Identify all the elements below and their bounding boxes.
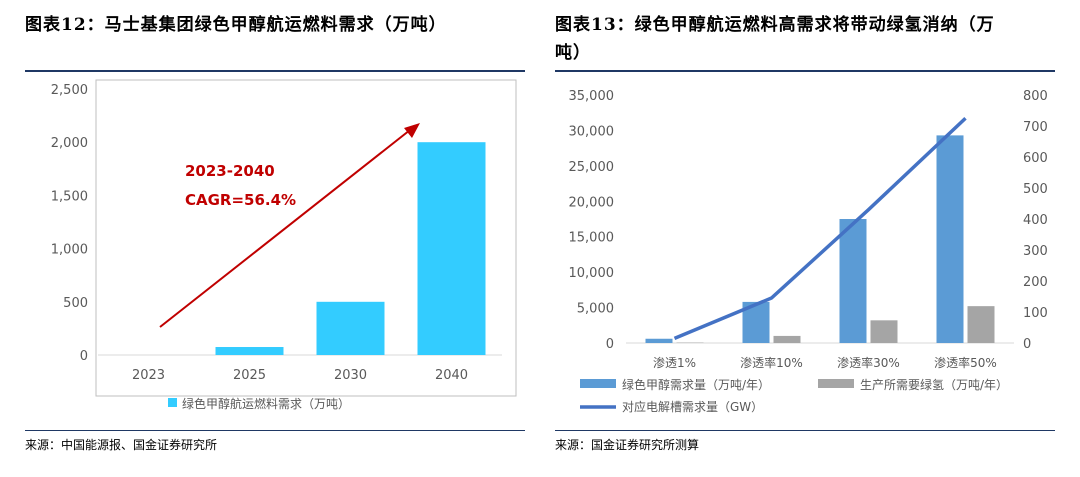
left-bottom-rule: [25, 430, 525, 431]
right-legend-swatch-methanol: [580, 379, 616, 388]
left-y-tick-label: 2,500: [51, 83, 88, 98]
right-x-tick-label: 渗透1%: [653, 355, 696, 370]
right-y-tick-label: 35,000: [569, 89, 615, 104]
right-y2-tick-label: 500: [1023, 182, 1048, 197]
left-y-tick-label: 1,000: [51, 243, 88, 258]
right-legend-label-methanol: 绿色甲醇需求量（万吨/年）: [622, 377, 770, 392]
right-line-electrolyzer: [673, 116, 967, 340]
left-x-tick-label: 2023: [132, 368, 165, 383]
right-y2-tick-label: 800: [1023, 89, 1048, 104]
right-legend-label-line: 对应电解槽需求量（GW）: [622, 399, 763, 414]
right-y2-tick-label: 600: [1023, 151, 1048, 166]
right-y2-tick-label: 100: [1023, 306, 1048, 321]
growth-arrow-line: [159, 129, 411, 328]
right-y-tick-label: 15,000: [569, 231, 615, 246]
left-x-tick-label: 2025: [233, 368, 266, 383]
right-y2-tick-label: 300: [1023, 244, 1048, 259]
right-y2-tick-label: 400: [1023, 213, 1048, 228]
left-title-rule: [25, 70, 525, 72]
left-chart-frame: [95, 79, 517, 397]
left-bar: [215, 347, 284, 355]
annotation-cagr: CAGR=56.4%: [185, 191, 296, 209]
right-x-tick-label: 渗透率30%: [837, 355, 900, 370]
right-y-tick-label: 25,000: [569, 160, 615, 175]
left-legend-swatch: [168, 398, 177, 407]
left-y-tick-label: 1,500: [51, 189, 88, 204]
right-chart: 0 5,000 10,000 15,000 20,000 25,000 30,000 35,0…: [569, 89, 1048, 414]
right-bar-hydrogen: [870, 320, 898, 343]
left-x-tick-label: 2030: [334, 368, 367, 383]
right-bar-methanol: [645, 338, 673, 343]
left-bar: [316, 301, 385, 355]
right-y2-tick-label: 700: [1023, 120, 1048, 135]
right-bar-hydrogen: [773, 335, 801, 343]
left-chart: 0 500 1,000 1,500 2,000 2,500 2023 2025 2030 2040…: [51, 79, 517, 411]
left-legend-label: 绿色甲醇航运燃料需求（万吨）: [182, 396, 350, 411]
right-chart-title-line1: 图表13：绿色甲醇航运燃料高需求将带动绿氢消纳（万: [555, 15, 995, 35]
right-bar-methanol: [936, 135, 964, 343]
annotation-period: 2023-2040: [185, 162, 275, 180]
right-y2-tick-label: 200: [1023, 275, 1048, 290]
right-title-rule: [555, 70, 1055, 72]
right-y2-tick-label: 0: [1023, 337, 1031, 352]
left-x-tick-label: 2040: [435, 368, 468, 383]
right-bottom-rule: [555, 430, 1055, 431]
right-chart-title-line2: 吨）: [555, 43, 591, 63]
left-y-tick-label: 2,000: [51, 136, 88, 151]
right-bar-methanol: [839, 219, 867, 343]
right-bar-hydrogen: [967, 306, 995, 343]
right-legend-swatch-hydrogen: [818, 379, 854, 388]
left-source: 来源：中国能源报、国金证券研究所: [25, 438, 218, 452]
left-y-tick-label: 0: [80, 349, 88, 364]
right-x-tick-label: 渗透率10%: [740, 355, 803, 370]
left-bar: [417, 142, 486, 355]
right-source: 来源：国金证券研究所测算: [555, 438, 700, 452]
right-y-tick-label: 30,000: [569, 124, 615, 139]
right-y-tick-label: 5,000: [577, 302, 614, 317]
right-x-tick-label: 渗透率50%: [934, 355, 997, 370]
right-y-tick-label: 10,000: [569, 266, 615, 281]
right-legend-label-hydrogen: 生产所需要绿氢（万吨/年）: [860, 377, 1008, 392]
growth-arrow-head: [404, 123, 420, 138]
right-y-tick-label: 0: [606, 337, 614, 352]
right-y-tick-label: 20,000: [569, 195, 615, 210]
left-y-tick-label: 500: [63, 296, 88, 311]
left-chart-title: 图表12：马士基集团绿色甲醇航运燃料需求（万吨）: [25, 15, 447, 35]
